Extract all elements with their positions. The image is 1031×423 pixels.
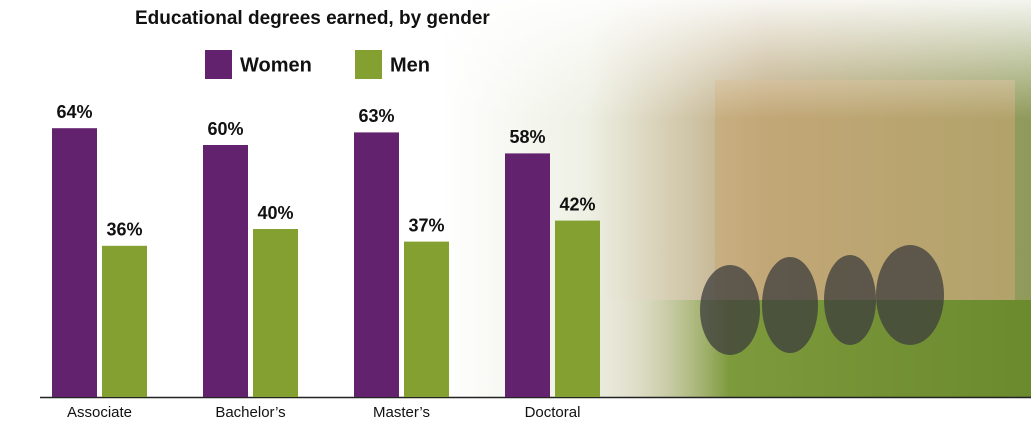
- bar: [404, 242, 449, 397]
- bar: [203, 145, 248, 397]
- legend-swatch: [355, 50, 382, 79]
- chart-title: Educational degrees earned, by gender: [135, 8, 490, 29]
- x-tick-label: Master’s: [373, 404, 430, 421]
- chart: Educational degrees earned, by gender Wo…: [0, 0, 1031, 423]
- bar: [555, 221, 600, 397]
- bar: [505, 153, 550, 397]
- value-label: 63%: [358, 106, 394, 126]
- value-label: 42%: [559, 194, 595, 214]
- bar: [102, 246, 147, 397]
- value-label: 37%: [408, 215, 444, 235]
- page: {"chart_data": {"type": "bar", "title": …: [0, 0, 1031, 423]
- legend-label: Men: [390, 54, 430, 76]
- legend-label: Women: [240, 54, 312, 76]
- value-label: 60%: [207, 119, 243, 139]
- bar: [52, 128, 97, 397]
- value-label: 36%: [106, 220, 142, 240]
- x-tick-label: Associate: [67, 404, 132, 421]
- x-tick-label: Bachelor’s: [215, 404, 285, 421]
- value-label: 58%: [509, 127, 545, 147]
- x-tick-label: Doctoral: [525, 404, 581, 421]
- legend-swatch: [205, 50, 232, 79]
- bar: [354, 132, 399, 397]
- value-label: 64%: [56, 102, 92, 122]
- bar: [253, 229, 298, 397]
- value-label: 40%: [257, 203, 293, 223]
